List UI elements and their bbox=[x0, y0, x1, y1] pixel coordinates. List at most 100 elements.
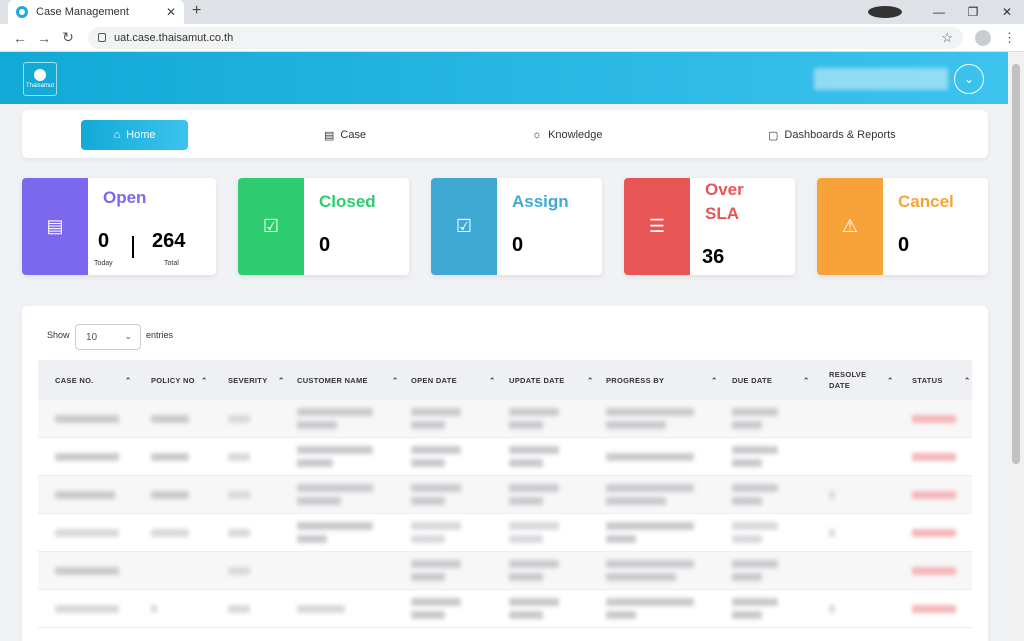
sort-icon[interactable]: ⌃ bbox=[278, 375, 285, 385]
url-field[interactable]: uat.case.thaisamut.co.th ☆ bbox=[88, 26, 963, 49]
close-window-icon[interactable]: ✕ bbox=[1001, 5, 1013, 19]
nav-knowledge-label: Knowledge bbox=[548, 129, 603, 141]
account-icon[interactable] bbox=[975, 29, 991, 46]
col-progress-by[interactable]: PROGRESS BY bbox=[606, 360, 664, 400]
redacted-cell bbox=[829, 491, 835, 499]
nav-knowledge[interactable]: ☼ Knowledge bbox=[532, 120, 603, 150]
browser-tab[interactable]: Case Management ✕ bbox=[8, 0, 184, 24]
sort-icon[interactable]: ⌃ bbox=[587, 375, 594, 385]
redacted-cell bbox=[411, 421, 445, 429]
nav-dashboards-label: Dashboards & Reports bbox=[784, 129, 896, 141]
stat-card-open[interactable]: ▤ Open 0 Today 264 Total bbox=[22, 178, 216, 275]
col-policy-no[interactable]: POLICY NO bbox=[151, 360, 195, 400]
nav-dashboards-reports[interactable]: ▢ Dashboards & Reports bbox=[768, 120, 896, 150]
sort-icon[interactable]: ⌃ bbox=[887, 375, 894, 385]
menu-kebab-icon[interactable]: ⋮ bbox=[1003, 29, 1016, 45]
page-size-select[interactable]: 10 ⌄ bbox=[75, 324, 141, 350]
stat-card-cancel[interactable]: ⚠ Cancel 0 bbox=[817, 178, 988, 275]
redacted-cell bbox=[151, 491, 189, 499]
nav-home[interactable]: ⌂ Home bbox=[81, 120, 188, 150]
user-menu-chevron-icon[interactable]: ⌄ bbox=[954, 64, 984, 94]
redacted-cell bbox=[228, 605, 250, 613]
col-update-date-label: UPDATE DATE bbox=[509, 375, 565, 385]
sort-icon[interactable]: ⌃ bbox=[392, 375, 399, 385]
forward-icon[interactable]: → bbox=[37, 29, 51, 46]
redacted-cell bbox=[297, 459, 333, 467]
redacted-cell bbox=[411, 598, 461, 606]
redacted-cell bbox=[297, 497, 341, 505]
clipboard-list-icon: ☑ bbox=[431, 178, 497, 275]
table-row[interactable] bbox=[38, 438, 972, 476]
redacted-cell bbox=[228, 491, 250, 499]
open-today-label: Today bbox=[94, 260, 113, 267]
redacted-cell bbox=[606, 573, 676, 581]
status-badge bbox=[912, 415, 956, 423]
app-header: Thaisamut ⌄ bbox=[0, 52, 1008, 104]
back-icon[interactable]: ← bbox=[13, 29, 27, 46]
col-case-no-label: CASE NO. bbox=[55, 375, 94, 385]
col-resolve-date[interactable]: RESOLVE DATE bbox=[829, 360, 873, 400]
nav-home-label: Home bbox=[126, 129, 156, 141]
col-case-no[interactable]: CASE NO. bbox=[55, 360, 94, 400]
col-open-date[interactable]: OPEN DATE bbox=[411, 360, 457, 400]
restore-icon[interactable]: ❐ bbox=[967, 5, 979, 19]
redacted-cell bbox=[509, 535, 543, 543]
stat-card-over-sla[interactable]: ☰ Over SLA 36 bbox=[624, 178, 795, 275]
url-text: uat.case.thaisamut.co.th bbox=[114, 31, 234, 44]
show-label: Show bbox=[47, 330, 70, 340]
logo-mark-icon bbox=[34, 69, 46, 81]
table-row[interactable] bbox=[38, 552, 972, 590]
table-row[interactable] bbox=[38, 590, 972, 628]
bookmark-star-icon[interactable]: ☆ bbox=[941, 29, 953, 45]
stat-card-assign[interactable]: ☑ Assign 0 bbox=[431, 178, 602, 275]
nav-case-label: Case bbox=[340, 129, 367, 141]
close-tab-icon[interactable]: ✕ bbox=[165, 5, 176, 19]
table-row[interactable] bbox=[38, 514, 972, 552]
sort-icon[interactable]: ⌃ bbox=[711, 375, 718, 385]
redacted-cell bbox=[297, 605, 345, 613]
redacted-cell bbox=[732, 421, 762, 429]
clipboard-check-icon: ☑ bbox=[238, 178, 304, 275]
assign-title: Assign bbox=[512, 192, 569, 211]
redacted-cell bbox=[509, 598, 559, 606]
redacted-cell bbox=[606, 598, 694, 606]
case-table-panel: Show 10 ⌄ entries CASE NO. ⌃ POLICY NO ⌃… bbox=[22, 306, 988, 641]
col-due-date-label: DUE DATE bbox=[732, 375, 773, 385]
scrollbar-thumb[interactable] bbox=[1012, 64, 1020, 464]
col-status[interactable]: STATUS bbox=[912, 360, 943, 400]
col-due-date[interactable]: DUE DATE bbox=[732, 360, 772, 400]
redacted-cell bbox=[55, 453, 119, 461]
col-customer-name-label: CUSTOMER NAME bbox=[297, 375, 368, 385]
open-today-value: 0 bbox=[98, 230, 110, 252]
redacted-cell bbox=[411, 408, 461, 416]
redacted-cell bbox=[606, 484, 694, 492]
assign-value: 0 bbox=[512, 234, 524, 256]
col-status-label: STATUS bbox=[912, 375, 943, 385]
sort-icon[interactable]: ⌃ bbox=[964, 375, 971, 385]
profile-indicator-icon[interactable] bbox=[868, 6, 902, 18]
reload-icon[interactable]: ↻ bbox=[62, 29, 74, 45]
sort-icon[interactable]: ⌃ bbox=[803, 375, 810, 385]
user-name-redacted bbox=[814, 68, 948, 90]
chevron-down-icon: ⌄ bbox=[124, 331, 132, 341]
redacted-cell bbox=[411, 535, 445, 543]
company-logo[interactable]: Thaisamut bbox=[23, 62, 57, 96]
col-update-date[interactable]: UPDATE DATE bbox=[509, 360, 565, 400]
closed-value: 0 bbox=[319, 234, 331, 256]
table-row[interactable] bbox=[38, 476, 972, 514]
redacted-cell bbox=[411, 522, 461, 530]
sort-icon[interactable]: ⌃ bbox=[489, 375, 496, 385]
sort-icon[interactable]: ⌃ bbox=[201, 375, 208, 385]
page-size-value: 10 bbox=[86, 332, 98, 343]
stat-card-closed[interactable]: ☑ Closed 0 bbox=[238, 178, 409, 275]
col-severity[interactable]: SEVERITY bbox=[228, 360, 268, 400]
minimize-icon[interactable]: — bbox=[933, 5, 945, 19]
nav-case[interactable]: ▤ Case bbox=[324, 120, 366, 150]
col-customer-name[interactable]: CUSTOMER NAME bbox=[297, 360, 368, 400]
table-row[interactable] bbox=[38, 400, 972, 438]
redacted-cell bbox=[509, 573, 543, 581]
redacted-cell bbox=[509, 522, 559, 530]
page-scrollbar[interactable] bbox=[1008, 52, 1024, 641]
sort-icon[interactable]: ⌃ bbox=[125, 375, 132, 385]
new-tab-icon[interactable]: + bbox=[192, 2, 202, 19]
